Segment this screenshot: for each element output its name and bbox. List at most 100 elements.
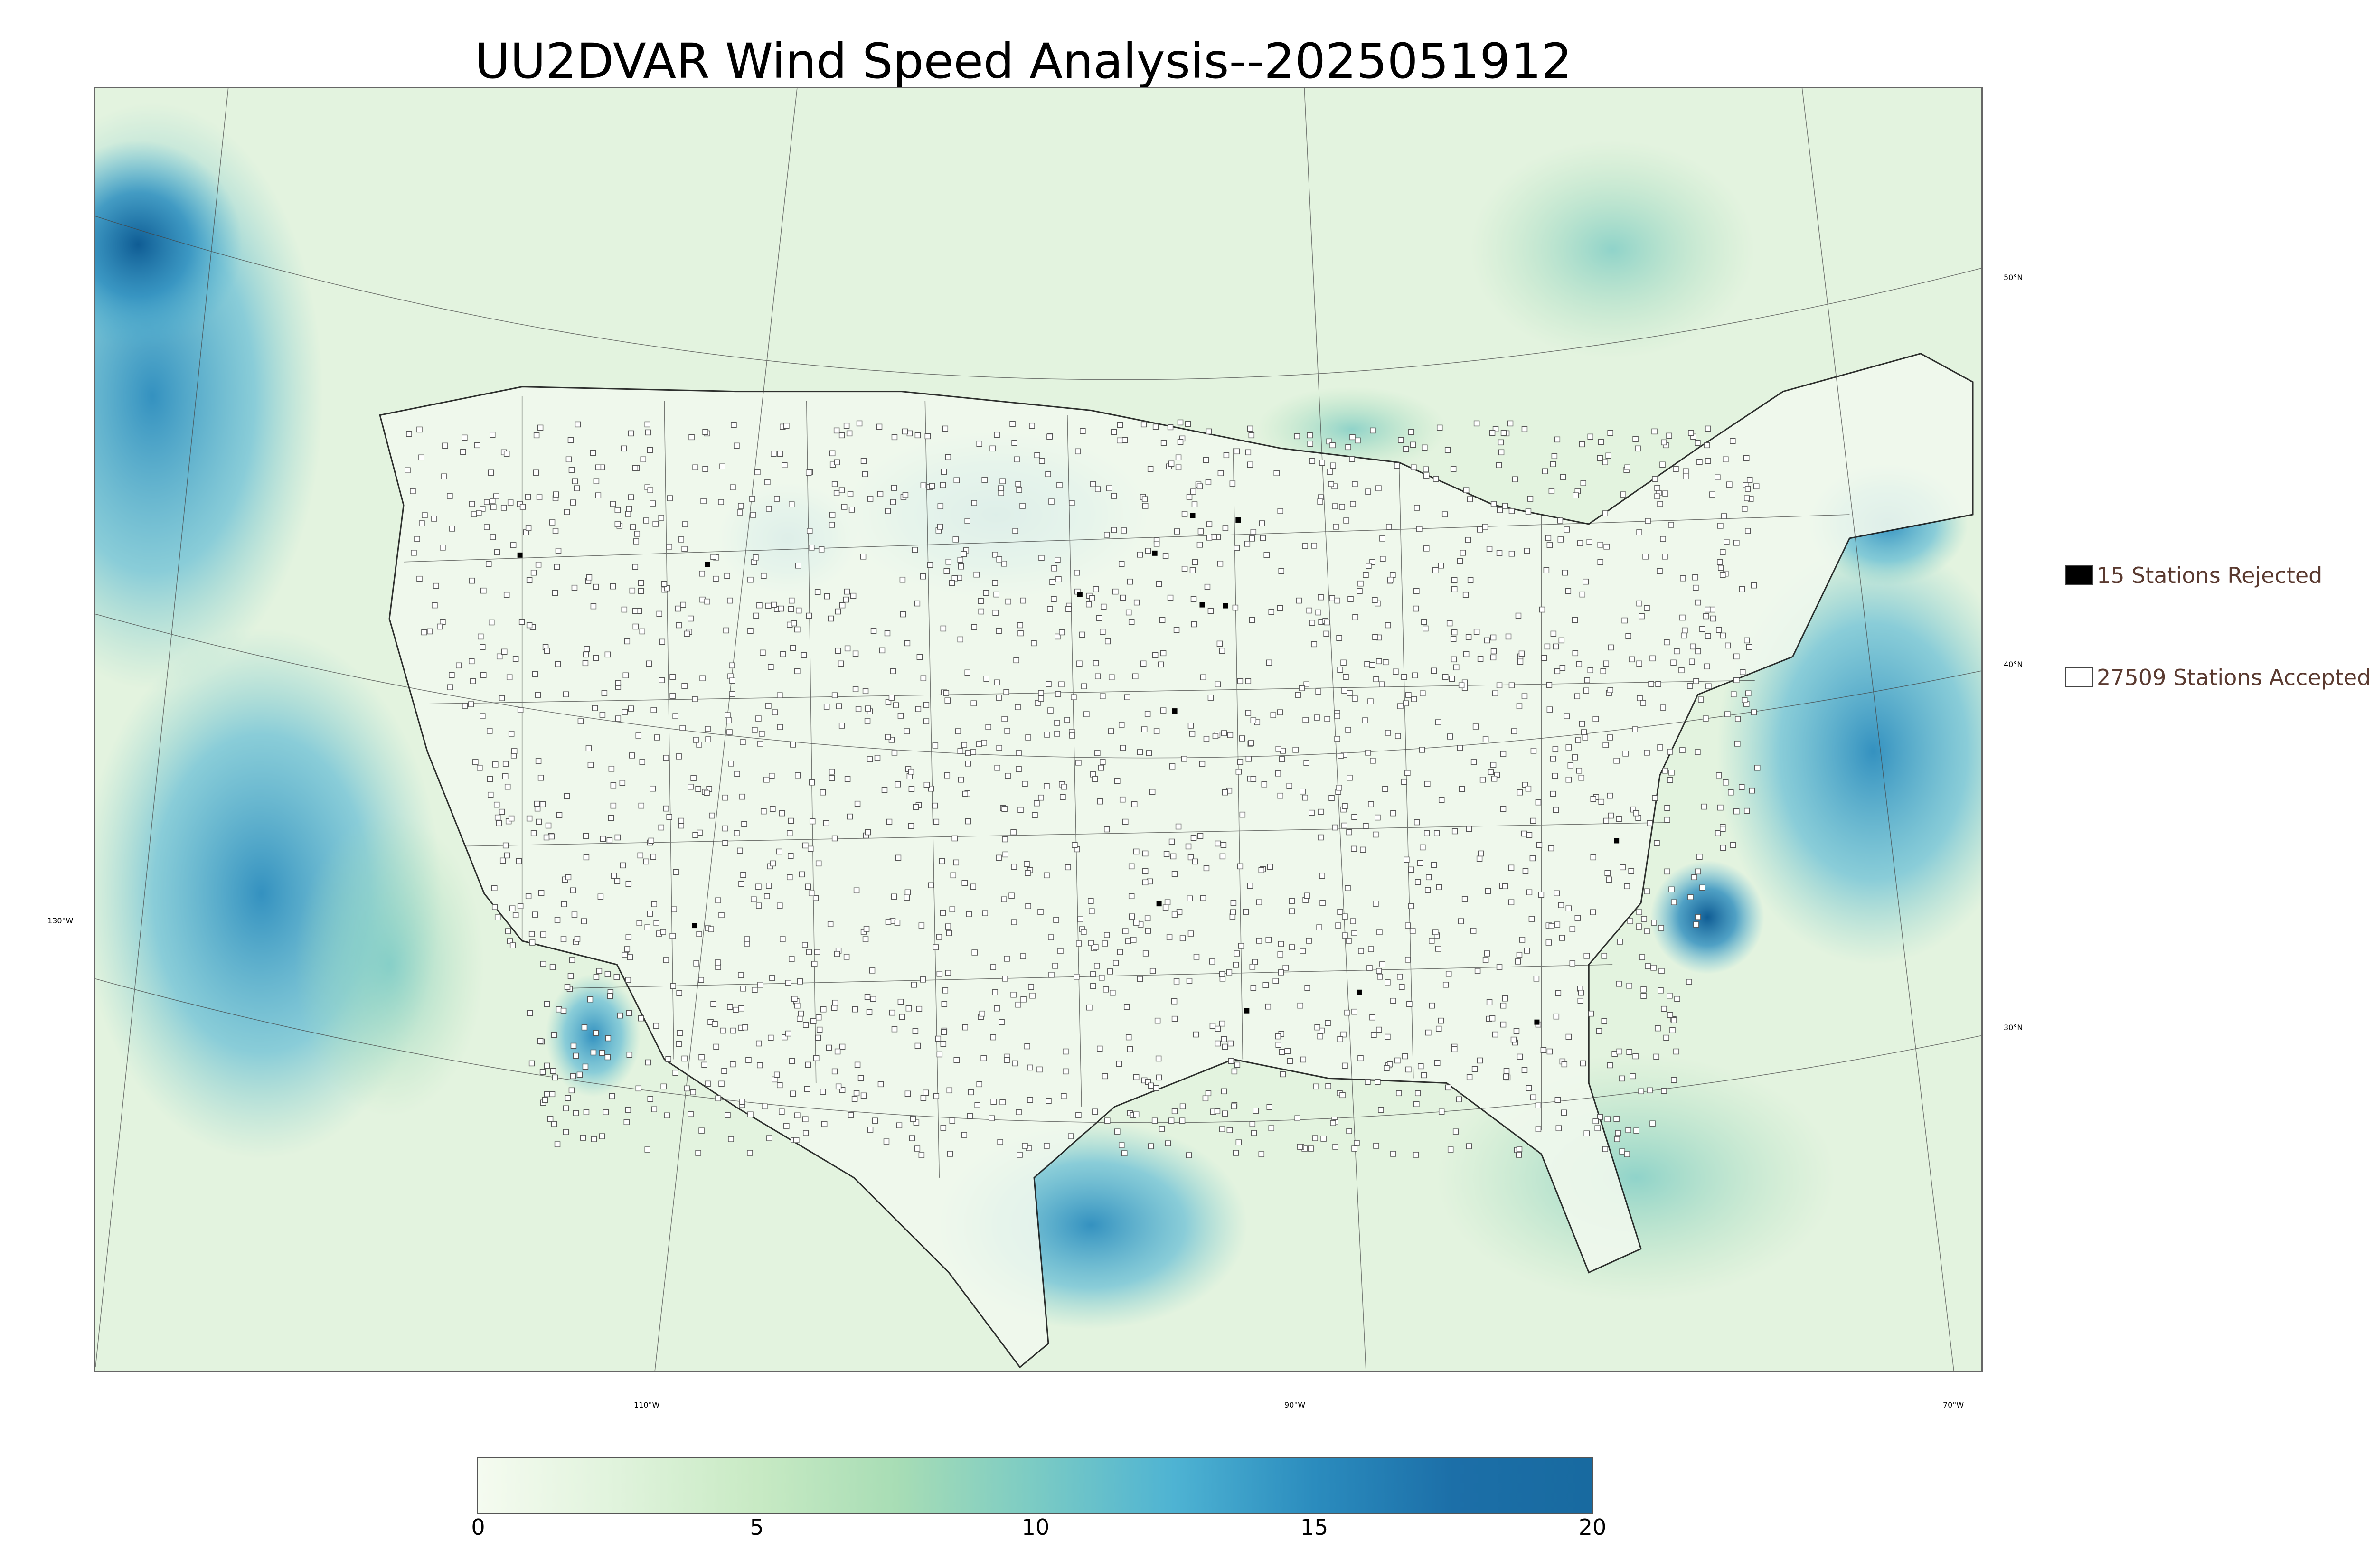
station-accepted-marker [1431, 862, 1437, 868]
station-accepted-marker [1552, 773, 1558, 779]
station-accepted-marker [1024, 1043, 1030, 1050]
station-accepted-marker [550, 1068, 556, 1074]
station-accepted-marker [785, 1030, 791, 1037]
station-accepted-marker [770, 860, 776, 867]
station-accepted-marker [592, 705, 598, 711]
station-accepted-marker [1527, 496, 1534, 502]
station-accepted-marker [1231, 1103, 1237, 1109]
station-accepted-marker [702, 429, 708, 435]
station-accepted-marker [669, 933, 676, 939]
station-accepted-marker [659, 677, 665, 683]
station-accepted-marker [844, 776, 851, 782]
station-accepted-marker [574, 485, 580, 491]
station-accepted-marker [1029, 993, 1036, 999]
station-accepted-marker [1203, 736, 1210, 742]
station-accepted-marker [1629, 656, 1635, 663]
station-accepted-marker [532, 911, 538, 918]
station-accepted-marker [1489, 1015, 1496, 1022]
station-accepted-marker [1565, 1033, 1572, 1040]
station-accepted-marker [432, 602, 438, 609]
station-accepted-marker [1447, 733, 1453, 740]
station-accepted-marker [1370, 758, 1376, 764]
station-accepted-marker [914, 432, 921, 439]
station-accepted-marker [838, 487, 845, 493]
station-accepted-marker [582, 1063, 589, 1070]
station-accepted-marker [1390, 810, 1396, 817]
station-accepted-marker [760, 649, 766, 656]
station-accepted-marker [1662, 768, 1668, 774]
station-accepted-marker [964, 518, 970, 524]
station-accepted-marker [826, 1044, 832, 1051]
station-accepted-marker [1325, 1020, 1331, 1026]
station-accepted-marker [1704, 663, 1710, 670]
station-accepted-marker [644, 1146, 650, 1153]
station-accepted-marker [944, 697, 951, 704]
station-accepted-marker [1072, 842, 1078, 848]
station-accepted-marker [610, 583, 616, 590]
station-accepted-marker [867, 496, 874, 502]
station-accepted-marker [1065, 606, 1072, 612]
station-accepted-marker [940, 1125, 947, 1131]
map-panel[interactable] [94, 87, 1983, 1372]
station-accepted-marker [650, 785, 656, 792]
station-accepted-marker [1660, 704, 1666, 711]
station-accepted-marker [808, 545, 815, 551]
station-accepted-marker [1545, 535, 1552, 541]
station-accepted-marker [517, 903, 524, 909]
station-accepted-marker [553, 491, 559, 498]
station-accepted-marker [1336, 635, 1342, 641]
station-accepted-marker [1662, 554, 1668, 560]
station-accepted-marker [1668, 886, 1675, 892]
station-accepted-marker [1330, 1120, 1336, 1126]
station-accepted-marker [1580, 480, 1587, 486]
station-rejected-marker [1152, 550, 1158, 556]
station-accepted-marker [860, 554, 867, 560]
station-accepted-marker [1048, 498, 1055, 505]
station-accepted-marker [829, 769, 835, 775]
station-accepted-marker [1017, 1152, 1023, 1158]
station-accepted-marker [1250, 985, 1257, 991]
station-accepted-marker [471, 511, 477, 517]
station-accepted-marker [946, 930, 952, 936]
station-accepted-marker [593, 1030, 599, 1036]
station-accepted-marker [1365, 488, 1371, 495]
station-accepted-marker [669, 674, 676, 680]
station-accepted-marker [914, 1042, 921, 1049]
station-accepted-marker [739, 793, 745, 800]
station-accepted-marker [1659, 461, 1666, 468]
station-accepted-marker [1297, 1144, 1303, 1150]
station-accepted-marker [622, 952, 628, 958]
station-accepted-marker [1038, 695, 1044, 702]
station-accepted-marker [783, 423, 790, 429]
station-accepted-marker [1544, 643, 1551, 650]
station-accepted-marker [1548, 923, 1555, 929]
station-accepted-marker [1302, 794, 1308, 801]
station-accepted-marker [835, 608, 841, 615]
station-accepted-marker [734, 830, 740, 836]
station-accepted-marker [853, 1090, 860, 1097]
station-accepted-marker [536, 818, 542, 825]
station-accepted-marker [913, 804, 919, 810]
station-accepted-marker [1221, 1036, 1227, 1042]
station-accepted-marker [1364, 661, 1370, 667]
station-accepted-marker [855, 706, 862, 712]
station-accepted-marker [1542, 468, 1548, 474]
station-accepted-marker [1597, 455, 1603, 461]
station-accepted-marker [1368, 801, 1374, 807]
station-accepted-marker [910, 1116, 916, 1122]
station-accepted-marker [994, 765, 1000, 771]
station-accepted-marker [695, 786, 701, 792]
station-accepted-marker [621, 445, 627, 452]
station-accepted-marker [590, 1049, 597, 1056]
station-accepted-marker [1588, 1010, 1594, 1017]
station-accepted-marker [1373, 1143, 1379, 1149]
station-accepted-marker [738, 503, 744, 509]
station-accepted-marker [913, 1119, 920, 1126]
station-accepted-marker [519, 504, 526, 510]
rejected-stations [517, 513, 1620, 1025]
station-accepted-marker [1122, 818, 1129, 825]
station-accepted-marker [787, 830, 793, 836]
station-accepted-marker [1048, 972, 1055, 978]
station-accepted-marker [535, 692, 541, 698]
station-accepted-marker [745, 1057, 752, 1063]
